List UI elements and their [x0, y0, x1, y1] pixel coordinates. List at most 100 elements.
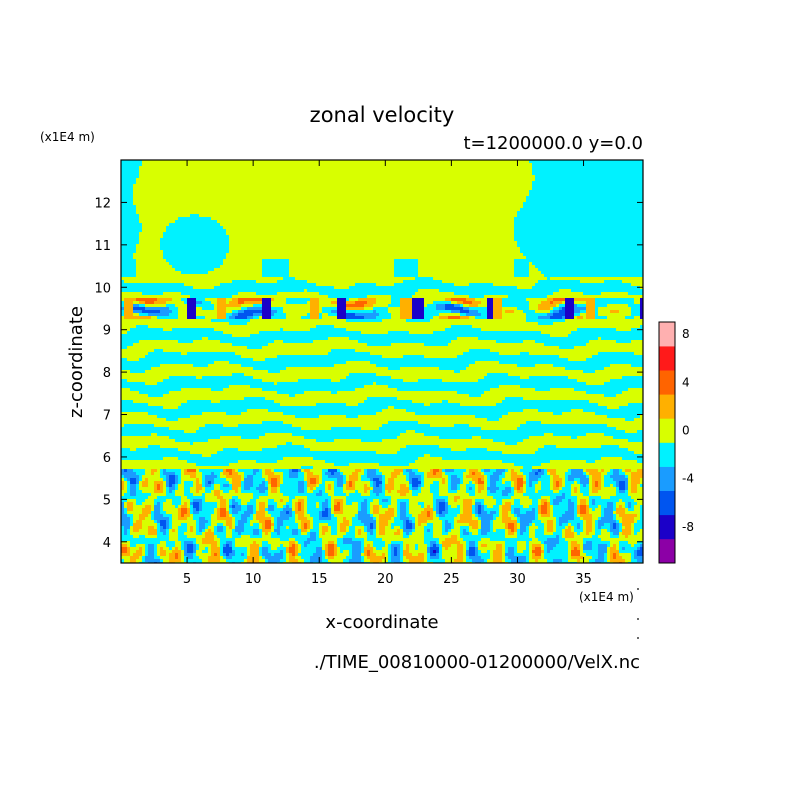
heatmap-cell: [577, 487, 581, 491]
heatmap-cell: [628, 490, 632, 494]
heatmap-cell: [343, 508, 359, 512]
heatmap-cell: [397, 475, 407, 479]
heatmap-cell: [196, 313, 218, 317]
colorbar-swatch: [659, 346, 675, 371]
heatmap-cell: [637, 547, 641, 551]
heatmap-cell: [355, 481, 371, 485]
heatmap-cell: [169, 475, 176, 479]
heatmap-cell: [283, 310, 311, 314]
heatmap-cell: [568, 478, 575, 482]
heatmap-cell: [625, 316, 635, 320]
heatmap-cell: [226, 532, 233, 536]
heatmap-cell: [565, 526, 569, 530]
heatmap-cell: [583, 493, 590, 497]
heatmap-cell: [478, 514, 494, 518]
heatmap-cell: [493, 505, 500, 509]
heatmap-cell: [289, 469, 293, 473]
heatmap-cell: [460, 526, 470, 530]
heatmap-cell: [253, 514, 257, 518]
heatmap-cell: [430, 490, 440, 494]
heatmap-cell: [622, 376, 643, 380]
heatmap-cell: [481, 520, 491, 524]
heatmap-cell: [283, 523, 299, 527]
heatmap-cell: [160, 526, 164, 530]
heatmap-cell: [163, 379, 263, 383]
heatmap-cell: [439, 502, 446, 506]
heatmap-cell: [349, 484, 353, 488]
heatmap-cell: [580, 544, 584, 548]
heatmap-cell: [394, 262, 419, 266]
heatmap-cell: [619, 490, 626, 494]
heatmap-cell: [232, 529, 236, 533]
heatmap-cell: [580, 559, 590, 563]
heatmap-cell: [526, 313, 548, 317]
heatmap-cell: [190, 451, 218, 455]
heatmap-cell: [520, 208, 643, 212]
heatmap-cell: [289, 517, 296, 521]
heatmap-cell: [193, 556, 200, 560]
heatmap-cell: [367, 550, 371, 554]
heatmap-cell: [337, 526, 341, 530]
heatmap-cell: [199, 214, 518, 218]
heatmap-cell: [445, 481, 449, 485]
heatmap-cell: [232, 550, 236, 554]
heatmap-cell: [547, 547, 554, 551]
heatmap-cell: [343, 481, 347, 485]
heatmap-cell: [493, 472, 503, 476]
heatmap-cell: [286, 298, 311, 302]
heatmap-cell: [514, 490, 518, 494]
heatmap-cell: [217, 220, 515, 224]
heatmap-cell: [556, 526, 566, 530]
heatmap-cell: [493, 553, 503, 557]
heatmap-cell: [427, 559, 446, 563]
heatmap-cell: [295, 394, 470, 398]
heatmap-cell: [574, 307, 587, 311]
heatmap-cell: [529, 523, 533, 527]
heatmap-cell: [304, 541, 311, 545]
heatmap-cell: [271, 526, 275, 530]
heatmap-cell: [505, 544, 518, 548]
heatmap-cell: [181, 505, 188, 509]
heatmap-cell: [352, 544, 362, 548]
heatmap-cell: [202, 529, 206, 533]
heatmap-cell: [430, 469, 434, 473]
heatmap-cell: [232, 541, 236, 545]
heatmap-cell: [355, 301, 368, 305]
heatmap-cell: [322, 553, 326, 557]
heatmap-cell: [277, 490, 281, 494]
heatmap-cell: [616, 505, 620, 509]
heatmap-cell: [247, 502, 257, 506]
heatmap-cell: [196, 526, 200, 530]
heatmap-cell: [121, 355, 146, 359]
heatmap-cell: [121, 286, 194, 290]
heatmap-cell: [505, 469, 509, 473]
heatmap-cell: [361, 493, 371, 497]
heatmap-cell: [262, 421, 284, 425]
heatmap-cell: [169, 487, 176, 491]
heatmap-cell: [184, 559, 203, 563]
heatmap-cell: [625, 511, 641, 515]
heatmap-cell: [205, 529, 209, 533]
heatmap-cell: [121, 502, 125, 506]
heatmap-cell: [376, 469, 380, 473]
heatmap-cell: [310, 535, 317, 539]
heatmap-cell: [331, 391, 338, 395]
heatmap-cell: [460, 310, 470, 314]
heatmap-cell: [472, 532, 479, 536]
heatmap-cell: [529, 496, 542, 500]
heatmap-cell: [361, 439, 383, 443]
heatmap-cell: [343, 484, 347, 488]
heatmap-cell: [202, 484, 206, 488]
heatmap-cell: [484, 481, 488, 485]
heatmap-cell: [157, 484, 161, 488]
heatmap-cell: [223, 331, 260, 335]
heatmap-cell: [583, 538, 602, 542]
heatmap-cell: [592, 520, 596, 524]
heatmap-cell: [490, 475, 500, 479]
heatmap-cell: [517, 547, 527, 551]
heatmap-cell: [397, 499, 410, 503]
heatmap-cell: [397, 514, 401, 518]
heatmap-cell: [343, 475, 347, 479]
heatmap-cell: [328, 514, 332, 518]
heatmap-cell: [589, 532, 596, 536]
